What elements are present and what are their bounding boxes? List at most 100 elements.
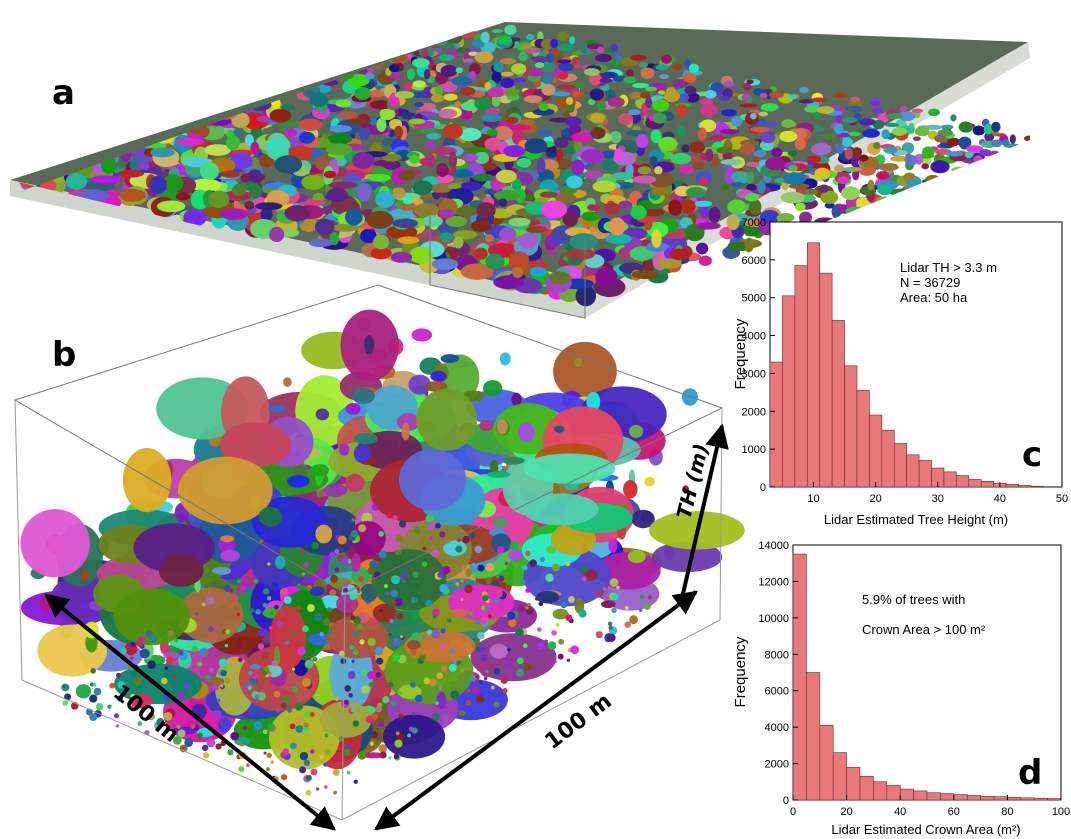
chart-d-xlabel: Lidar Estimated Crown Area (m²): [831, 822, 1020, 837]
tree-crown: [628, 424, 644, 438]
tree-crown: [416, 388, 478, 451]
understory-point: [171, 675, 176, 680]
tree-crown: [335, 99, 352, 108]
x-tick-label: 50: [1056, 493, 1068, 505]
tree-crown: [551, 91, 571, 97]
tree-crown: [590, 126, 606, 140]
tree-crown: [720, 158, 743, 166]
tree-crown: [423, 68, 431, 80]
understory-point: [523, 662, 532, 672]
tree-crown: [430, 370, 447, 382]
panel-label-d: d: [1018, 753, 1042, 793]
tree-crown: [379, 107, 396, 120]
tree-crown: [212, 566, 232, 575]
canopy-slab-front: [10, 180, 585, 318]
tree-crown: [716, 146, 733, 154]
tree-crown: [443, 540, 467, 557]
tree-crown: [891, 127, 908, 136]
tree-crown: [679, 163, 694, 175]
histogram-bar: [943, 471, 957, 488]
chart-d-annotation-2: Crown Area > 100 m²: [862, 622, 986, 637]
tree-crown: [517, 422, 535, 442]
tree-crown: [390, 251, 413, 263]
tree-crown: [816, 106, 835, 114]
tree-crown: [220, 170, 241, 178]
understory-point: [449, 648, 455, 654]
understory-point: [437, 571, 444, 579]
x-tick-label: 80: [1001, 806, 1013, 818]
understory-point: [400, 635, 404, 639]
understory-point: [327, 629, 333, 635]
understory-point: [377, 721, 384, 728]
tree-crown: [351, 553, 361, 573]
understory-point: [203, 752, 210, 759]
tree-crown: [723, 80, 735, 87]
tree-crown: [440, 81, 458, 93]
understory-point: [299, 751, 309, 761]
tree-crown: [841, 186, 860, 200]
tree-crown: [553, 425, 565, 433]
understory-point: [410, 682, 416, 688]
understory-point: [294, 702, 303, 711]
tree-crown: [834, 123, 844, 135]
understory-point: [307, 604, 315, 612]
understory-point: [93, 687, 102, 696]
tree-crown: [558, 62, 574, 72]
tree-crown: [650, 129, 662, 144]
histogram-bar: [1005, 484, 1019, 488]
understory-point: [638, 608, 643, 613]
tree-crown: [493, 275, 524, 290]
tree-crown: [407, 640, 421, 650]
understory-point: [455, 582, 460, 587]
tree-crown: [670, 153, 692, 165]
y-tick-label: 6000: [742, 255, 766, 267]
panel-label-c: c: [1022, 435, 1042, 475]
tree-crown: [524, 138, 548, 154]
tree-crown: [788, 164, 798, 172]
tree-crown: [463, 58, 474, 63]
tree-crown: [710, 82, 724, 92]
tree-crown: [208, 190, 230, 209]
histogram-bar: [831, 320, 845, 488]
tree-crown: [640, 67, 655, 79]
tree-crown: [436, 691, 447, 710]
understory-point: [218, 658, 228, 667]
understory-point: [341, 558, 349, 565]
chart-c-ylabel: Frequency: [732, 318, 749, 389]
tree-crown: [642, 208, 665, 217]
understory-point: [213, 709, 222, 719]
tree-crown: [283, 377, 292, 387]
understory-point: [547, 641, 557, 650]
tree-crown: [597, 101, 607, 111]
tree-crown: [388, 64, 400, 73]
histogram-bar: [940, 793, 955, 801]
tree-crown: [439, 209, 455, 219]
tree-crown: [623, 76, 637, 84]
tree-crown: [589, 112, 606, 124]
tree-crown: [453, 236, 464, 249]
understory-point: [338, 736, 344, 742]
understory-point: [303, 722, 309, 728]
tree-crown: [940, 124, 954, 130]
tree-crown: [469, 70, 477, 80]
tree-crown: [630, 54, 647, 61]
understory-point: [379, 751, 387, 759]
tree-crown: [328, 132, 353, 145]
subplot-box-outline: [429, 205, 586, 319]
histogram-bar: [782, 295, 796, 488]
tree-crown: [233, 128, 242, 136]
understory-point: [255, 609, 261, 615]
understory-point: [270, 582, 279, 591]
tree-crown: [218, 717, 232, 733]
understory-point: [267, 562, 271, 566]
understory-point: [353, 779, 358, 784]
understory-point: [396, 612, 404, 620]
tree-crown: [556, 84, 576, 90]
tree-crown: [1013, 148, 1027, 159]
tree-crown: [497, 35, 512, 45]
tree-crown: [499, 352, 511, 366]
understory-point: [269, 611, 274, 616]
chart-d-annotation-1: 5.9% of trees with: [862, 592, 965, 607]
tree-crown: [391, 187, 406, 199]
understory-point: [471, 562, 476, 567]
